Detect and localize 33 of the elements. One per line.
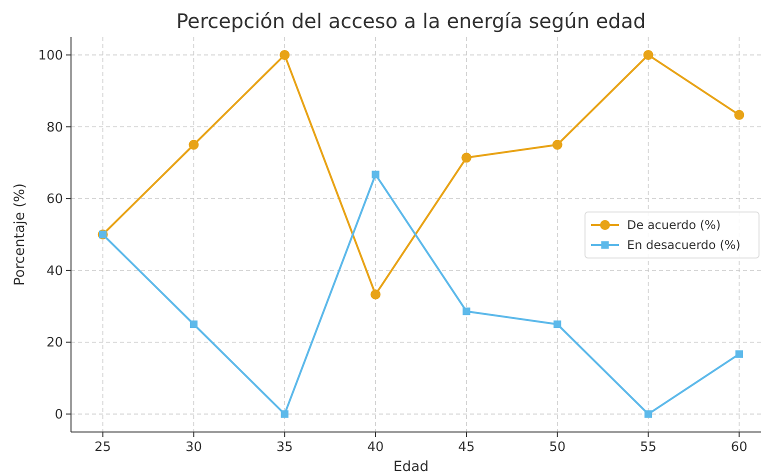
chart-title: Percepción del acceso a la energía según edad — [176, 9, 646, 33]
point — [734, 110, 744, 120]
y-tick-label: 60 — [46, 192, 63, 208]
point — [461, 152, 472, 163]
x-tick-label: 25 — [94, 440, 112, 455]
x-axis-title: Edad — [393, 459, 429, 474]
x-tick-label: 55 — [640, 440, 657, 455]
point — [372, 170, 380, 178]
x-tick-label: 30 — [185, 440, 202, 455]
point — [643, 50, 654, 60]
y-tick-label: 40 — [46, 264, 63, 279]
point — [552, 140, 562, 150]
x-tick-label: 45 — [458, 440, 475, 455]
point — [462, 308, 470, 316]
point — [554, 320, 562, 328]
x-tick-label: 40 — [367, 440, 384, 455]
y-tick-label: 0 — [54, 408, 63, 423]
y-tick-label: 100 — [38, 48, 63, 64]
y-axis-title: Porcentaje (%) — [12, 183, 28, 286]
x-tick-label: 50 — [549, 440, 566, 455]
point — [370, 289, 381, 300]
y-tick-label: 80 — [46, 120, 63, 136]
legend-label: En desacuerdo (%) — [627, 238, 740, 252]
point — [190, 320, 198, 328]
y-tick-label: 20 — [46, 336, 63, 351]
point — [644, 410, 652, 418]
x-tick-label: 35 — [276, 440, 293, 455]
legend-label: De acuerdo (%) — [627, 218, 721, 232]
point — [735, 350, 743, 358]
point — [280, 50, 290, 60]
point — [280, 410, 288, 418]
point — [188, 140, 199, 150]
x-tick-label: 60 — [730, 440, 748, 455]
